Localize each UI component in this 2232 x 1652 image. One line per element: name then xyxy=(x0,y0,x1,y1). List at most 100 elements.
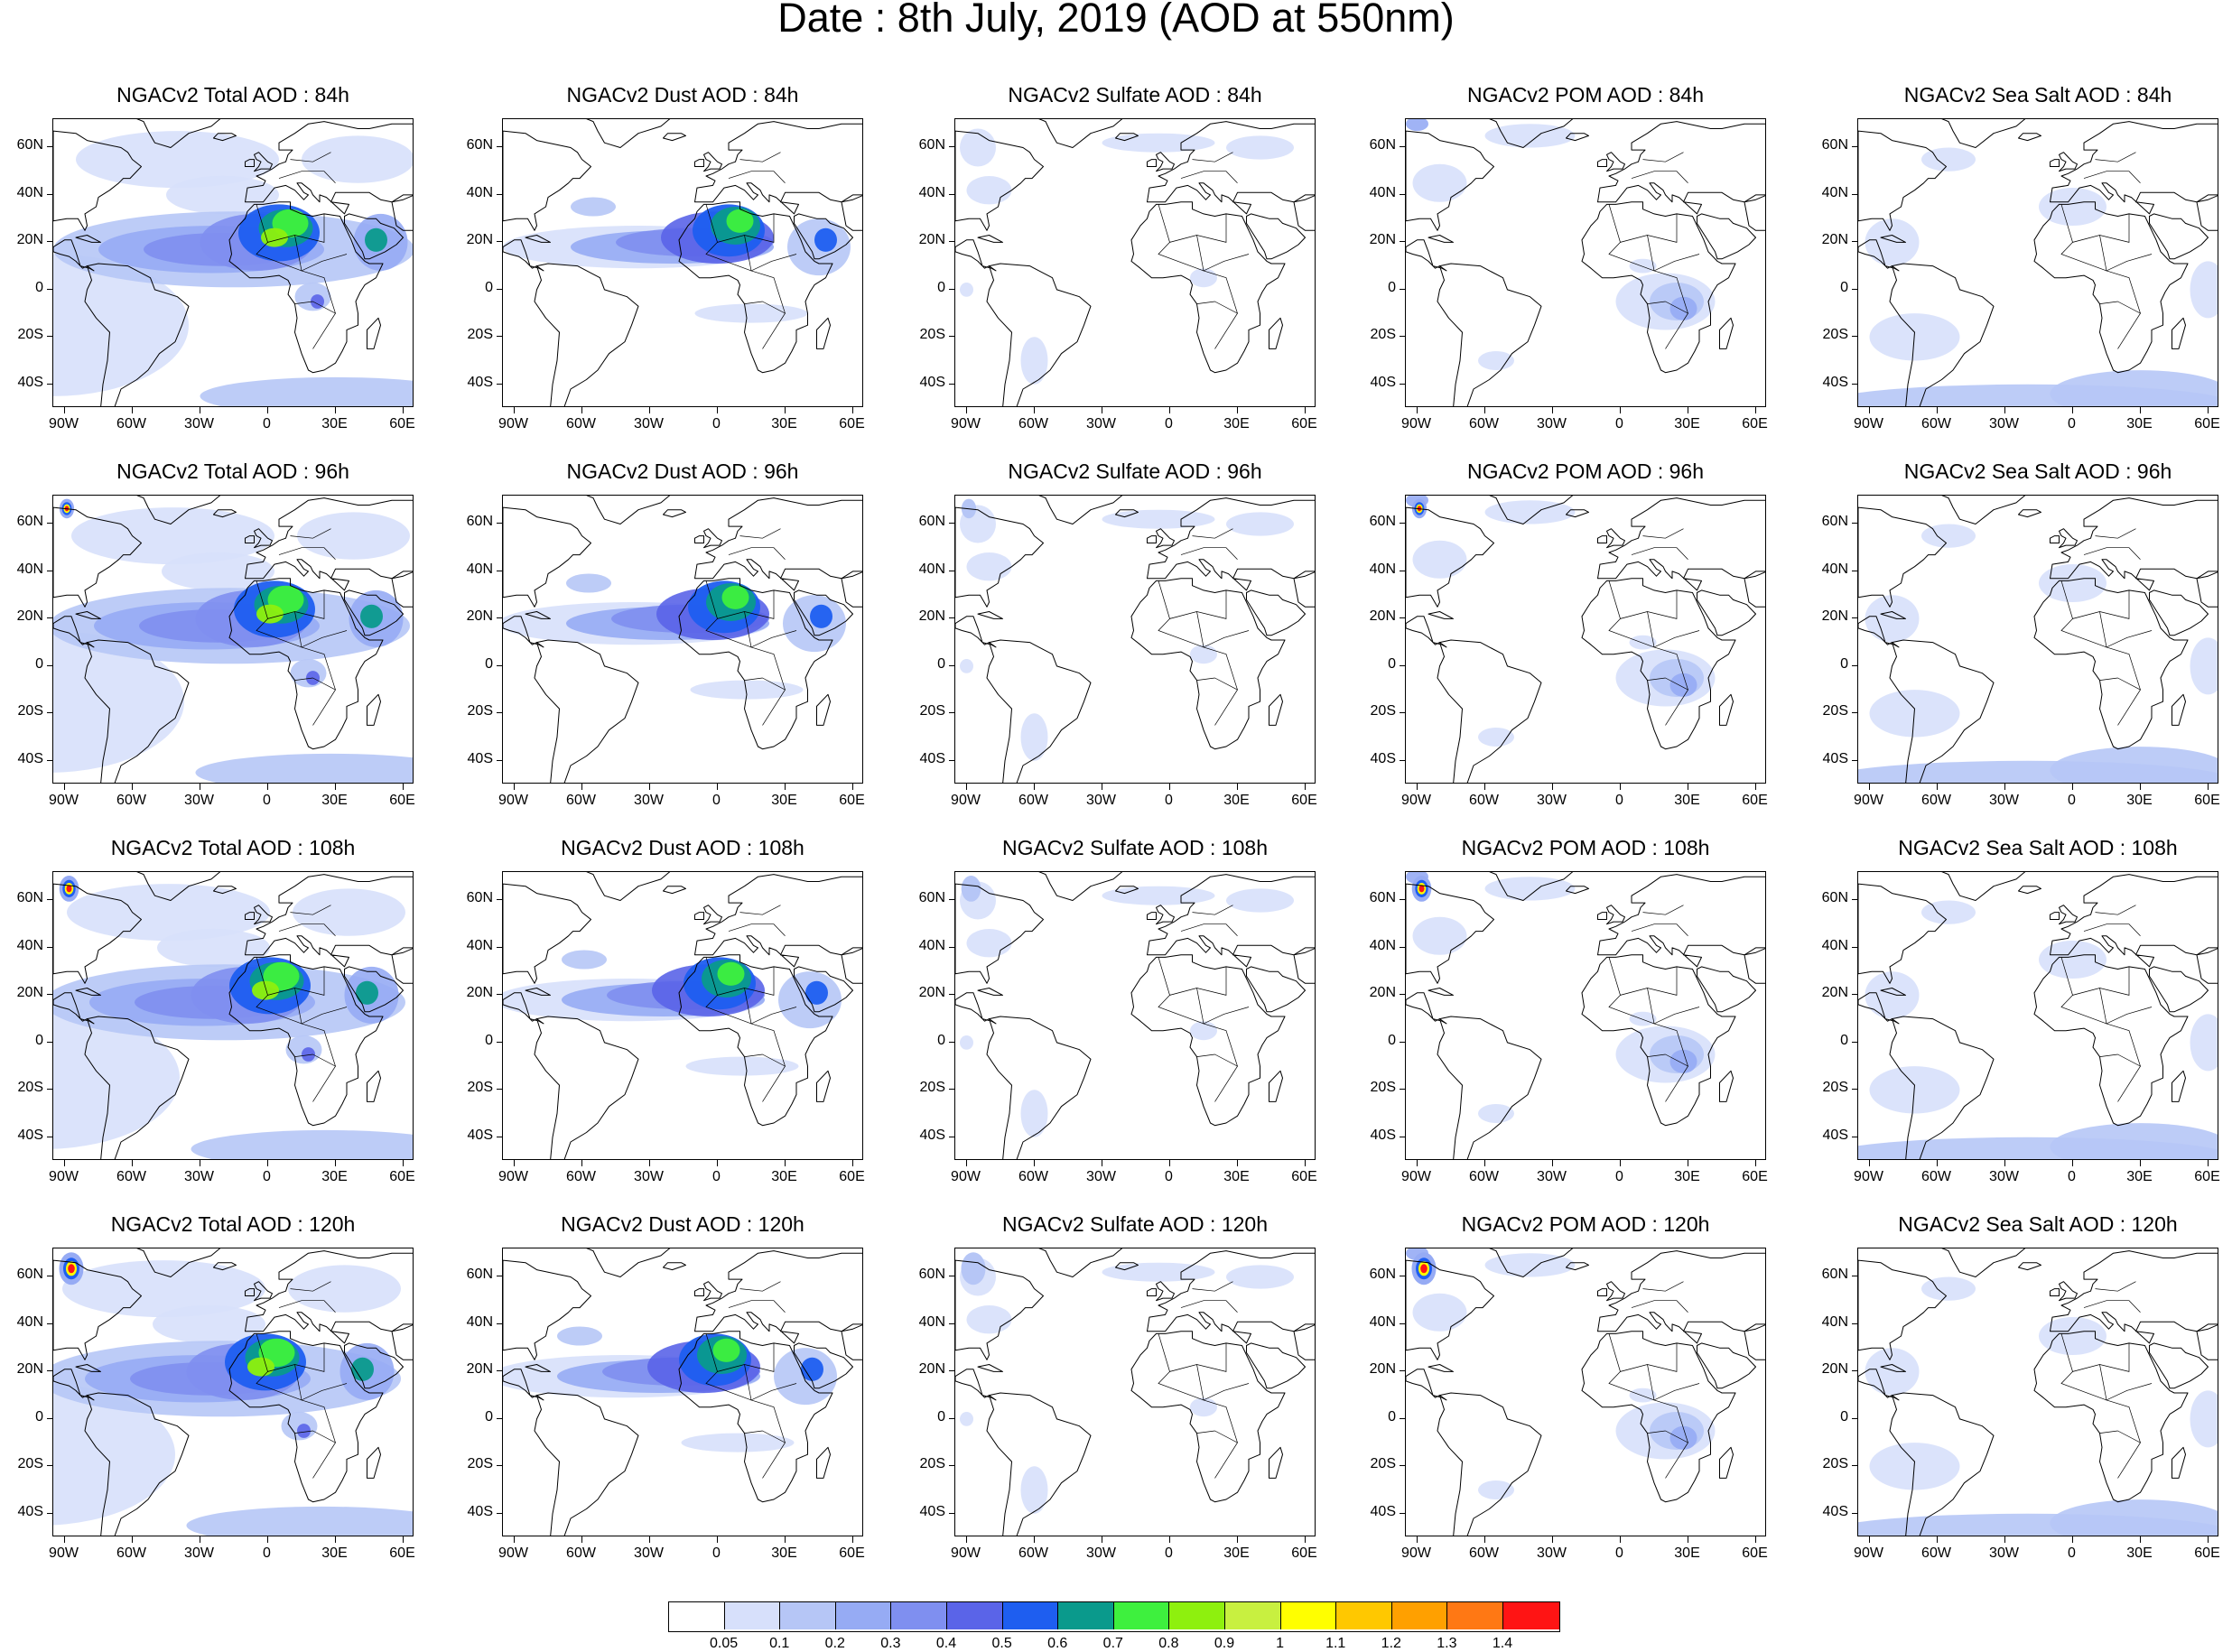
lat-tick xyxy=(47,947,52,948)
colorbar-label: 1 xyxy=(1253,1636,1307,1652)
lat-tick xyxy=(497,1042,502,1043)
lon-tick xyxy=(1552,784,1553,790)
lat-tick xyxy=(47,1418,52,1419)
lon-tick xyxy=(581,1160,582,1166)
lon-tick-label: 0 xyxy=(690,1545,744,1562)
map-canvas xyxy=(955,872,1316,1160)
lat-tick xyxy=(47,760,52,761)
lon-tick-label: 60E xyxy=(1278,1169,1332,1185)
aod-contour xyxy=(1226,888,1294,912)
lon-tick xyxy=(514,1536,515,1543)
lon-tick-label: 60W xyxy=(1007,1545,1061,1562)
lat-tick xyxy=(1852,1370,1857,1371)
lat-tick xyxy=(1400,712,1405,713)
lat-tick-label: 40S xyxy=(1360,1504,1396,1520)
lat-tick-label: 0 xyxy=(909,280,945,296)
map-canvas xyxy=(1858,119,2218,407)
aod-contour xyxy=(566,574,611,593)
lon-tick xyxy=(2208,407,2209,413)
lon-tick-label: 90W xyxy=(37,1545,91,1562)
lon-tick xyxy=(1869,1160,1870,1166)
lat-tick xyxy=(1400,899,1405,900)
lat-tick xyxy=(497,1465,502,1466)
lat-tick-label: 40S xyxy=(909,375,945,391)
lon-tick xyxy=(1305,1536,1306,1543)
lon-tick xyxy=(785,784,786,790)
lat-tick-label: 40S xyxy=(909,1504,945,1520)
lon-tick xyxy=(132,1160,133,1166)
aod-contour xyxy=(1670,1050,1697,1073)
lon-tick xyxy=(1417,784,1418,790)
aod-contour xyxy=(302,135,414,182)
lat-tick-label: 20N xyxy=(457,608,493,625)
aod-contour xyxy=(1021,1466,1048,1513)
lon-tick-label: 30W xyxy=(1074,793,1129,809)
lon-tick xyxy=(2072,784,2073,790)
aod-field xyxy=(1858,1248,2218,1536)
aod-contour xyxy=(695,304,808,323)
lon-tick xyxy=(2140,407,2141,413)
lat-tick xyxy=(1400,617,1405,618)
lat-tick-label: 40N xyxy=(7,938,43,954)
colorbar-label: 0.9 xyxy=(1197,1636,1251,1652)
lon-tick-label: 60E xyxy=(2181,416,2232,432)
panel-title: NGACv2 POM AOD : 96h xyxy=(1351,459,1820,484)
lon-tick xyxy=(1237,1160,1238,1166)
lat-tick-label: 20S xyxy=(1812,1080,1848,1096)
lat-tick-label: 20S xyxy=(1360,327,1396,343)
lon-tick xyxy=(649,1160,650,1166)
lat-tick-label: 40S xyxy=(457,375,493,391)
lat-tick-label: 0 xyxy=(1812,280,1848,296)
lat-tick xyxy=(1400,146,1405,147)
lat-tick-label: 40S xyxy=(7,1504,43,1520)
lat-tick xyxy=(1852,617,1857,618)
lat-tick-label: 20S xyxy=(1360,1456,1396,1472)
lon-tick xyxy=(1755,1160,1756,1166)
panel-title: NGACv2 Sea Salt AOD : 96h xyxy=(1803,459,2232,484)
lat-tick-label: 60N xyxy=(457,1267,493,1283)
lon-tick xyxy=(966,407,967,413)
map-canvas xyxy=(503,119,863,407)
map-panel-total-120h xyxy=(52,1248,414,1536)
lon-tick-label: 30W xyxy=(1074,1545,1129,1562)
lon-tick-label: 60W xyxy=(1007,793,1061,809)
lat-tick-label: 40S xyxy=(1360,751,1396,767)
lon-tick xyxy=(581,1536,582,1543)
colorbar-swatch xyxy=(836,1602,892,1629)
lat-tick xyxy=(1400,760,1405,761)
lat-tick xyxy=(47,1370,52,1371)
aod-contour xyxy=(1021,1090,1048,1137)
lat-tick xyxy=(47,1042,52,1043)
lat-tick-label: 20S xyxy=(909,327,945,343)
lon-tick-label: 60E xyxy=(825,416,879,432)
aod-contour xyxy=(1413,164,1467,202)
lon-tick-label: 0 xyxy=(2045,793,2099,809)
panel-title: NGACv2 POM AOD : 108h xyxy=(1351,836,1820,860)
lon-tick xyxy=(785,1536,786,1543)
lon-tick xyxy=(2140,1160,2141,1166)
lat-tick-label: 20S xyxy=(7,327,43,343)
map-canvas xyxy=(503,1248,863,1536)
colorbar-swatch xyxy=(1003,1602,1059,1629)
lat-tick xyxy=(1400,384,1405,385)
lon-tick xyxy=(403,1536,404,1543)
map-canvas xyxy=(1858,1248,2218,1536)
lon-tick xyxy=(1484,1536,1485,1543)
aod-contour xyxy=(1921,901,1976,924)
lon-tick-label: 30E xyxy=(2113,1545,2167,1562)
map-background xyxy=(1858,1248,2218,1536)
lat-tick-label: 40N xyxy=(7,561,43,578)
lat-tick-label: 20N xyxy=(1360,608,1396,625)
lat-tick-label: 20N xyxy=(7,1361,43,1378)
lat-tick-label: 40S xyxy=(457,751,493,767)
map-panel-seasalt-120h xyxy=(1857,1248,2218,1536)
lat-tick xyxy=(497,289,502,290)
lat-tick-label: 40S xyxy=(457,1504,493,1520)
lon-tick xyxy=(267,1536,268,1543)
aod-contour xyxy=(810,605,832,628)
aod-contour xyxy=(1485,124,1576,147)
map-canvas xyxy=(1406,872,1766,1160)
aod-contour xyxy=(1190,1021,1217,1040)
lat-tick-label: 0 xyxy=(1812,1033,1848,1049)
lon-tick-label: 60E xyxy=(1728,416,1782,432)
